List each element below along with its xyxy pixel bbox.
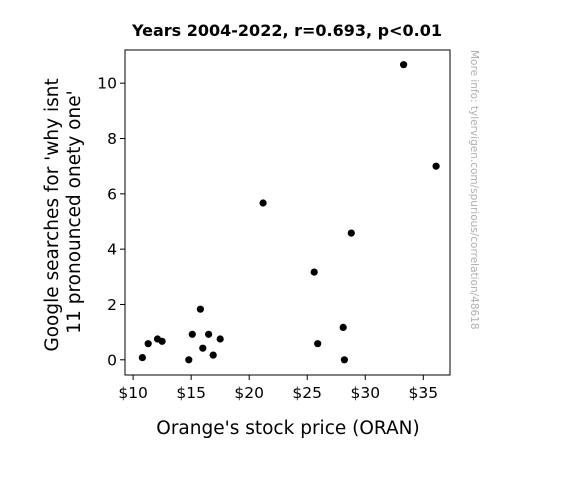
data-point-18 [400, 61, 408, 69]
y-axis-label-line-1: Google searches for 'why isnt [42, 78, 63, 351]
data-point-7 [196, 305, 204, 313]
data-point-11 [216, 335, 224, 343]
y-tick-label-6: 10 [97, 75, 117, 93]
data-point-2 [144, 340, 152, 348]
y-tick-label-3: 4 [107, 241, 117, 259]
data-point-13 [310, 268, 318, 276]
data-point-17 [347, 229, 355, 237]
y-axis-ticks: 0 2 4 6 8 10 [97, 75, 125, 369]
source-watermark: More info: tylervigen.com/spurious/corre… [468, 50, 480, 330]
x-tick-label-4: $25 [292, 384, 322, 402]
data-point-16 [340, 356, 348, 364]
y-tick-label-4: 6 [107, 185, 117, 203]
x-tick-label-3: $20 [234, 384, 264, 402]
data-point-1 [138, 354, 146, 362]
y-axis-label-line-2: 11 pronounced onety one' [64, 90, 85, 333]
data-point-12 [259, 199, 267, 207]
data-point-10 [209, 351, 217, 359]
chart-title: Years 2004-2022, r=0.693, p<0.01 [131, 21, 442, 40]
data-point-9 [205, 330, 213, 338]
x-tick-label-2: $15 [176, 384, 206, 402]
data-point-19 [432, 162, 440, 170]
y-tick-label-5: 8 [107, 130, 117, 148]
x-axis-ticks: $10 $15 $20 $25 $30 $35 [118, 375, 438, 402]
data-point-4 [158, 337, 166, 345]
x-axis-label: Orange's stock price (ORAN) [156, 418, 419, 439]
plot-frame [124, 49, 451, 376]
x-tick-label-1: $10 [118, 384, 148, 402]
y-tick-label-1: 0 [107, 351, 117, 369]
data-point-6 [188, 330, 196, 338]
y-tick-label-2: 2 [107, 296, 117, 314]
x-tick-label-5: $30 [350, 384, 380, 402]
x-tick-label-6: $35 [409, 384, 439, 402]
data-points [138, 61, 440, 364]
data-point-8 [199, 344, 207, 352]
data-point-15 [339, 323, 347, 331]
data-point-5 [185, 356, 193, 364]
data-point-14 [314, 340, 322, 348]
y-axis-label: Google searches for 'why isnt 11 pronoun… [42, 72, 85, 351]
